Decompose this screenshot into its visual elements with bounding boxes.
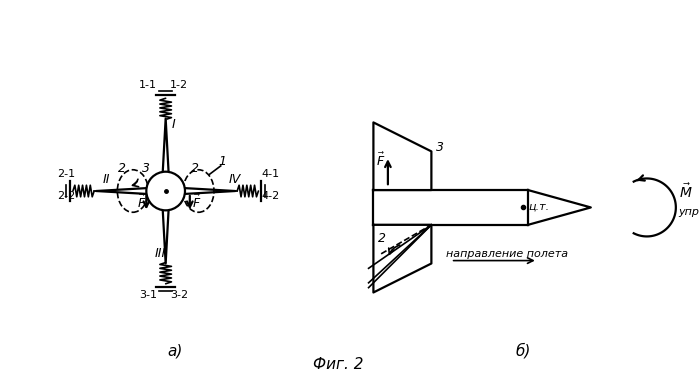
Text: упр: упр — [679, 207, 699, 217]
Text: б): б) — [515, 343, 531, 358]
Text: 3-1: 3-1 — [139, 290, 157, 300]
Circle shape — [146, 172, 185, 210]
Polygon shape — [373, 123, 431, 190]
Text: $\vec{M}$: $\vec{M}$ — [679, 182, 692, 201]
Text: 1-1: 1-1 — [139, 80, 157, 90]
Text: Фиг. 2: Фиг. 2 — [313, 357, 364, 372]
Text: направление полета: направление полета — [446, 249, 568, 259]
Text: 2: 2 — [118, 162, 127, 175]
Polygon shape — [163, 119, 168, 172]
Text: $\vec{F}$: $\vec{F}$ — [137, 194, 146, 211]
Text: 3: 3 — [436, 141, 445, 154]
Text: 2: 2 — [378, 232, 387, 245]
Text: 2-1: 2-1 — [57, 169, 75, 178]
Ellipse shape — [183, 170, 214, 212]
Text: III: III — [154, 247, 166, 260]
Text: ц.т.: ц.т. — [528, 201, 549, 211]
Text: 3: 3 — [141, 162, 150, 175]
Text: 4-2: 4-2 — [262, 191, 280, 201]
Text: 4-1: 4-1 — [262, 169, 280, 178]
Text: 1: 1 — [219, 155, 226, 168]
Ellipse shape — [117, 170, 148, 212]
Text: II: II — [103, 173, 110, 186]
Text: $\vec{F}$: $\vec{F}$ — [376, 152, 386, 169]
Text: 2: 2 — [191, 162, 199, 175]
Text: 2-2: 2-2 — [57, 191, 75, 201]
Text: 1-2: 1-2 — [170, 80, 188, 90]
Text: а): а) — [168, 343, 183, 358]
Text: IV: IV — [229, 173, 240, 186]
Polygon shape — [373, 225, 431, 293]
Text: I: I — [171, 118, 175, 131]
Text: 3-2: 3-2 — [170, 290, 188, 300]
Text: $\vec{F}$: $\vec{F}$ — [192, 194, 201, 211]
